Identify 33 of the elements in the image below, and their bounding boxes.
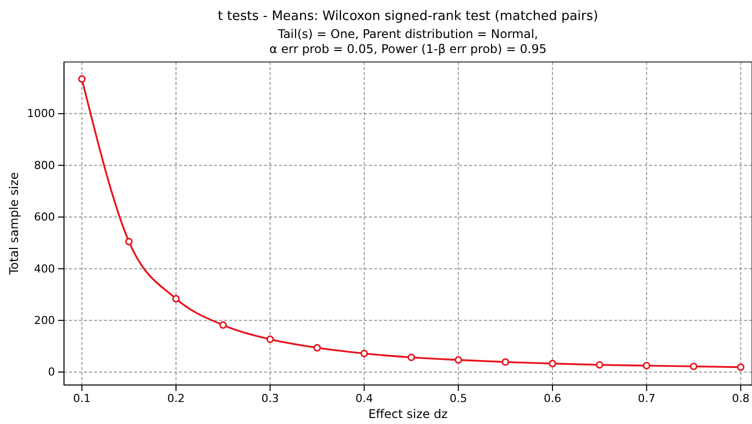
point: [454, 356, 462, 364]
x-tick-label: 0.6: [544, 392, 562, 405]
y-tick-label: 0: [48, 366, 55, 379]
point: [408, 354, 416, 362]
point: [360, 350, 368, 358]
x-tick-label: 0.7: [638, 392, 656, 405]
x-tick-label: 0.2: [167, 392, 185, 405]
x-tick-label: 0.5: [450, 392, 468, 405]
y-tick-label: 800: [34, 158, 55, 172]
x-tick-label: 0.1: [73, 392, 91, 405]
point: [596, 361, 604, 369]
x-tick-label: 0.8: [732, 392, 750, 405]
chart-subtitle: Tail(s) = One, Parent distribution = Normal, α err prob = 0.05, Power (1-β err prob) = 0.95: [269, 27, 547, 56]
point: [125, 238, 133, 246]
x-tick-label: 0.4: [355, 392, 373, 405]
point: [172, 294, 180, 302]
y-tick-label: 400: [34, 262, 55, 276]
point: [690, 362, 698, 370]
point: [502, 358, 510, 366]
point: [78, 75, 86, 83]
x-tick-label: 0.3: [261, 392, 279, 405]
point: [313, 344, 321, 352]
point: [642, 362, 650, 370]
x-axis-title: Effect size dz: [368, 407, 448, 421]
point: [548, 360, 556, 368]
point: [736, 363, 744, 371]
y-tick-label: 600: [34, 210, 55, 224]
chart-title: t tests - Means: Wilcoxon signed-rank test (matched pairs): [218, 9, 598, 24]
y-tick-label: 200: [34, 314, 55, 327]
y-tick-label: 1000: [27, 107, 55, 120]
point: [219, 321, 227, 329]
point: [266, 336, 274, 344]
y-axis-title: Total sample size: [7, 172, 21, 276]
